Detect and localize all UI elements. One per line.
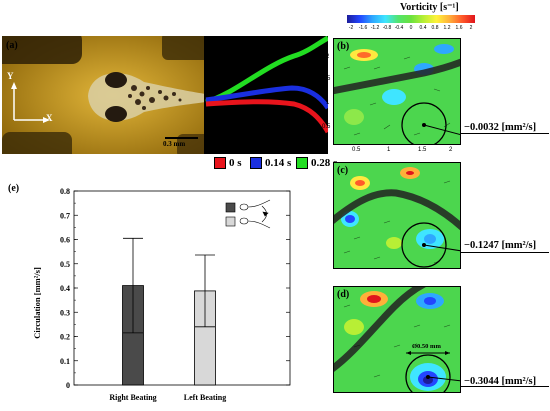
y-tick-label: 0 (66, 381, 70, 390)
x-tick-label: Left Beating (184, 393, 226, 402)
panel-label-d: (d) (337, 289, 350, 300)
leader-line-b (461, 133, 549, 134)
larva-photo (2, 36, 204, 154)
y-axis-label: Circulation [mm²/s] (32, 267, 42, 339)
panel-label-e: (e) (8, 183, 20, 194)
legend-swatch-right (225, 202, 236, 213)
y-tick: 1.5 (322, 76, 331, 82)
y-tick: 0.5 (322, 124, 331, 130)
circulation-bar-chart: Circulation [mm²/s] 0 0.1 0.2 0.3 0.4 0.5 0.6 0… (32, 187, 291, 402)
colorbar-tick: 2 (469, 25, 473, 31)
leader-line-c (461, 252, 549, 253)
time-legend-label: 0.14 s (265, 157, 292, 169)
y-tick-label: 0.7 (60, 211, 70, 220)
colorbar-tick: -2 (348, 25, 354, 31)
y-tick-label: 0.4 (60, 284, 70, 293)
colorbar-tick: 0 (409, 25, 413, 31)
time-swatch-blue (250, 157, 262, 169)
y-tick-label: 0.5 (60, 260, 70, 269)
y-tick-label: 0.6 (60, 236, 70, 245)
panel-label-a: (a) (6, 40, 18, 51)
leader-line-d (461, 386, 549, 387)
y-tick: 2 (326, 54, 330, 60)
axis-x-label: X (46, 113, 53, 123)
colorbar-tick: -0.4 (394, 25, 404, 31)
vorticity-field-b (333, 38, 461, 145)
y-tick: 1 (326, 100, 330, 106)
vorticity-field-d (333, 286, 461, 393)
circulation-value-c: −0.1247 [mm²/s] (464, 240, 537, 251)
time-legend-label: 0.28 s (311, 157, 338, 169)
vorticity-title: Vorticity [s⁻¹] (400, 2, 459, 13)
axis-y-label: Y (7, 71, 14, 81)
x-tick: 1.5 (418, 147, 427, 153)
colorbar-tick: 0.8 (431, 25, 439, 31)
x-tick: 0.5 (352, 147, 361, 153)
vorticity-colorbar (347, 15, 475, 23)
scale-bar-label: 0.3 mm (163, 140, 186, 148)
tail-trace-drawing (205, 36, 328, 134)
time-swatch-green (296, 157, 308, 169)
colorbar-tick: 1.2 (443, 25, 451, 31)
colorbar-tick: 1.6 (455, 25, 463, 31)
circulation-value-d: −0.3044 [mm²/s] (464, 376, 537, 387)
time-legend-item: 0.28 s (296, 157, 337, 169)
diameter-label: Ø0.50 mm (412, 343, 441, 350)
larva-photo-drawing (2, 36, 204, 154)
legend-swatch-left (225, 216, 236, 227)
y-tick-label: 0.2 (60, 333, 70, 342)
colorbar-tick: 0.4 (419, 25, 427, 31)
fish-sketch-icon (239, 199, 271, 229)
field-c-drawing (334, 163, 460, 268)
panel-label-c: (c) (337, 165, 349, 176)
x-tick: 2 (449, 147, 453, 153)
colorbar-tick: -1.6 (358, 25, 368, 31)
time-legend-item: 0.14 s (250, 157, 291, 169)
y-tick-label: 0.8 (60, 187, 70, 196)
beating-legend (225, 199, 271, 229)
y-tick-label: 0.3 (60, 308, 70, 317)
vorticity-field-c (333, 162, 461, 269)
time-legend-item: 0 s (214, 157, 242, 169)
panel-label-b: (b) (337, 41, 350, 52)
time-legend-label: 0 s (229, 157, 242, 169)
time-swatch-red (214, 157, 226, 169)
circulation-value-b: −0.0032 [mm²/s] (464, 122, 537, 133)
y-tick-label: 0.1 (60, 357, 70, 366)
colorbar-tick: -1.2 (370, 25, 380, 31)
plot-frame (73, 190, 291, 386)
x-tick-label: Right Beating (109, 393, 156, 402)
colorbar-tick: -0.8 (382, 25, 392, 31)
x-tick: 1 (387, 147, 391, 153)
field-b-drawing (334, 39, 460, 144)
tail-trace-image (204, 36, 328, 154)
field-d-drawing (334, 287, 460, 392)
